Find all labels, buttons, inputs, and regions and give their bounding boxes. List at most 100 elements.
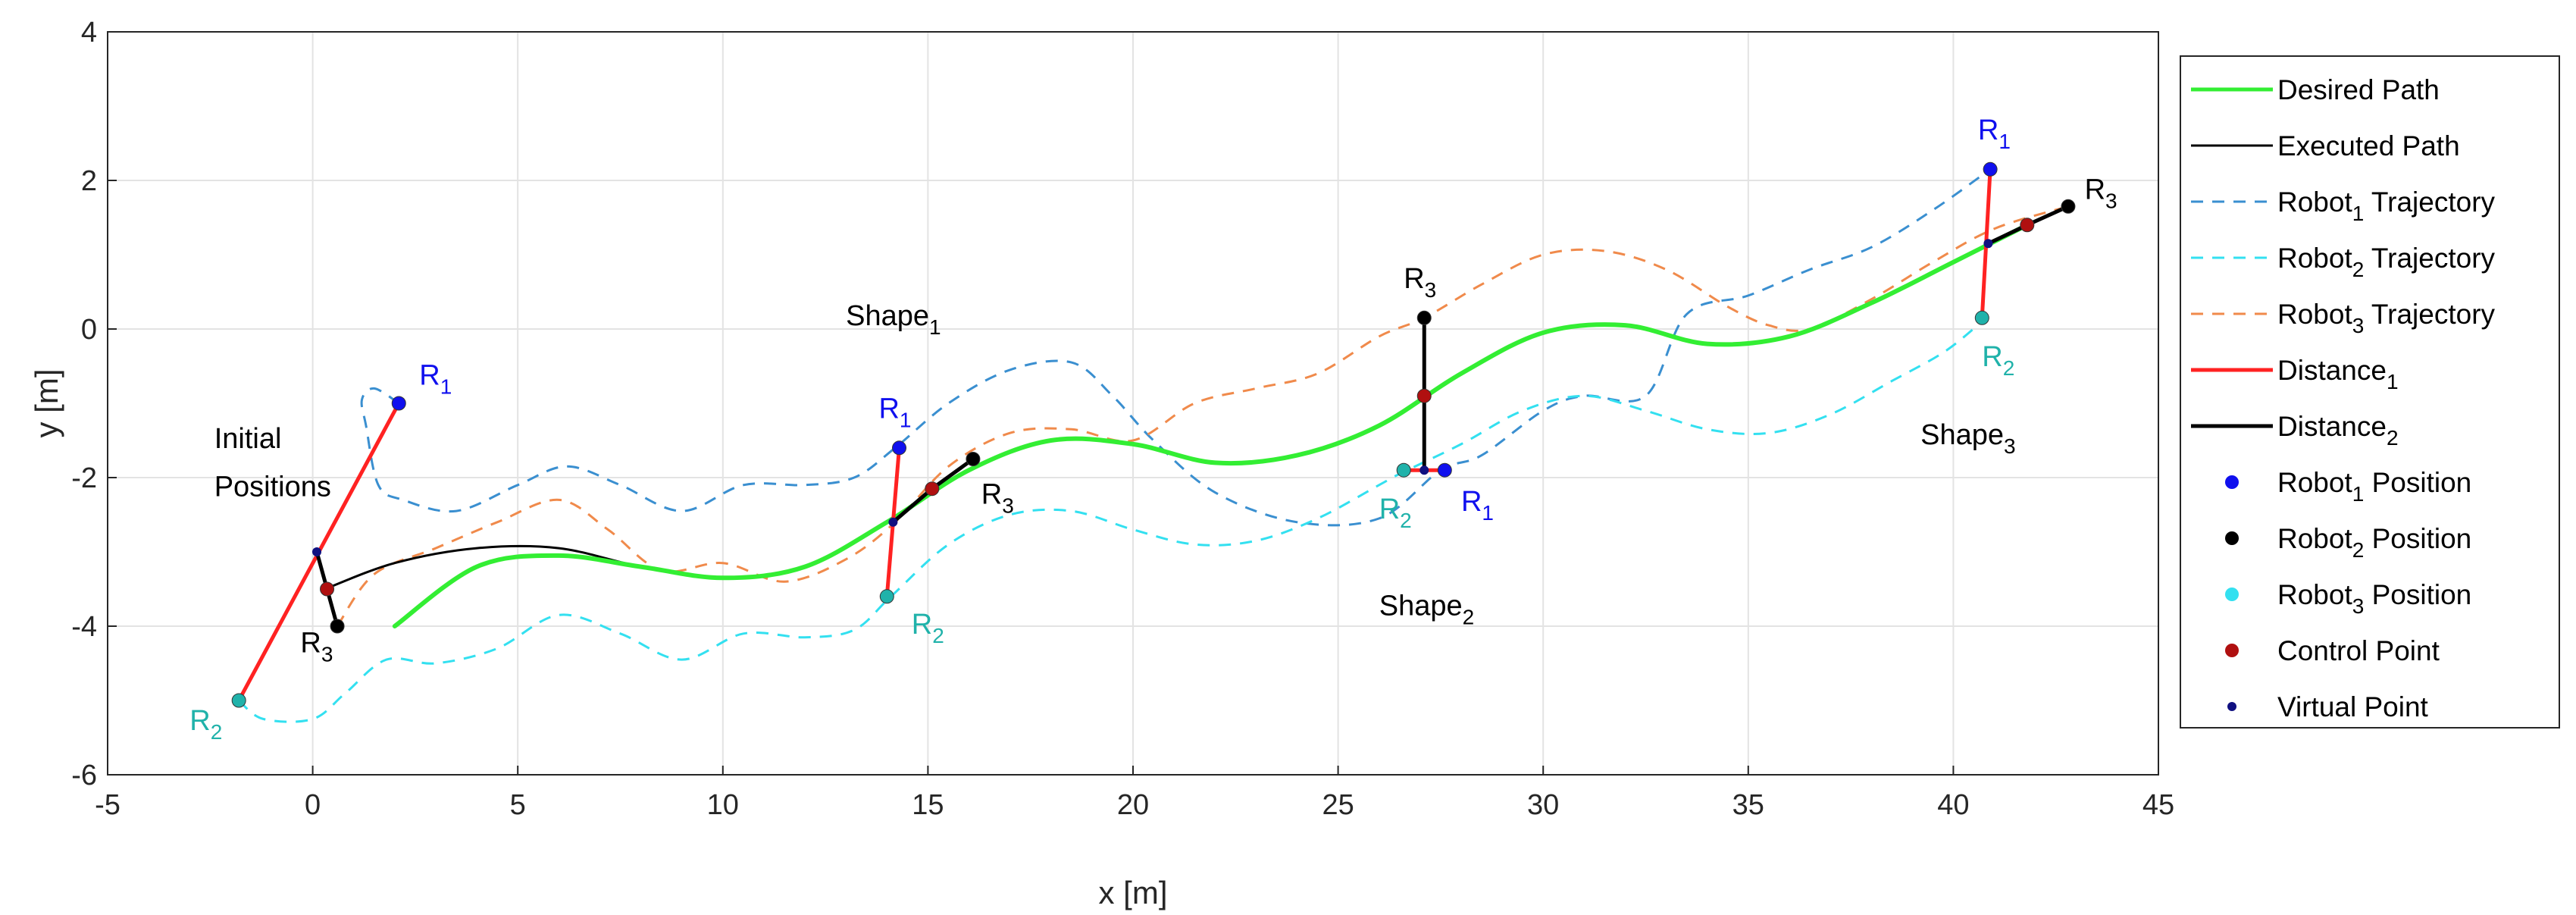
point-robot3-shape2: [1416, 310, 1432, 325]
y-axis-label: y [m]: [29, 369, 64, 438]
legend-entry: Robot3 Trajectory: [2277, 299, 2496, 337]
legend-entry-suffix: Trajectory: [2364, 243, 2495, 274]
annotation: Shape2: [1379, 590, 1474, 628]
x-tick-label: 10: [707, 789, 739, 821]
legend-entry-main: Virtual Point: [2277, 691, 2429, 722]
legend-entry: Robot2 Trajectory: [2277, 243, 2496, 281]
grid: [107, 31, 2159, 776]
points-layer: [231, 161, 2076, 708]
point-control-shape2: [1416, 388, 1432, 403]
legend-entry-suffix: Trajectory: [2364, 299, 2495, 330]
legend-entry-suffix: Trajectory: [2364, 186, 2495, 218]
x-axis-label: x [m]: [1099, 875, 1168, 910]
x-tick-label: -5: [95, 789, 121, 821]
legend-entry-main: Robot: [2277, 523, 2352, 554]
legend-box: [2180, 55, 2560, 729]
legend-entry-sub: 1: [2387, 370, 2399, 393]
y-tick-label: 0: [81, 314, 97, 346]
point-robot1-initial: [391, 396, 406, 411]
annotation-sub: 1: [929, 315, 941, 339]
x-tick-label: 15: [912, 789, 944, 821]
legend-entry-suffix: Position: [2364, 467, 2471, 498]
annotation-main: R: [1982, 341, 2002, 373]
annotation: Positions: [214, 472, 331, 503]
annotation-sub: 2: [211, 720, 223, 744]
annotation-main: Shape: [846, 300, 929, 332]
annotation-sub: 1: [1482, 501, 1494, 525]
point-control-shape1: [925, 481, 940, 497]
annotation-sub: 3: [1425, 278, 1437, 302]
annotation: Shape3: [1920, 419, 2015, 458]
point-robot1-shape2: [1437, 462, 1452, 478]
legend-swatch-dot: [2225, 475, 2239, 489]
annotation: R1: [878, 393, 911, 432]
annotation-sub: 1: [440, 375, 452, 399]
point-robot1-shape3: [1983, 161, 1998, 177]
point-robot2-initial: [231, 693, 246, 708]
series-robot1-trajectory: [360, 168, 1991, 527]
annotation-main: R: [1461, 486, 1482, 518]
annotation-main: R: [189, 705, 210, 737]
legend-entry: Robot2 Position: [2277, 523, 2471, 562]
annotation-sub: 1: [900, 409, 912, 432]
legend-entry-suffix: Position: [2364, 523, 2471, 554]
legend-entry-main: Robot: [2277, 467, 2352, 498]
legend-entry-sub: 1: [2352, 482, 2365, 506]
annotation: Shape1: [846, 300, 941, 339]
annotation: R3: [981, 478, 1014, 517]
legend-entry: Executed Path: [2277, 130, 2460, 161]
annotations-layer: InitialPositionsR1R2R3Shape1R1R2R3R3R2R1…: [189, 114, 2117, 744]
annotation: R1: [419, 360, 452, 399]
legend-entry-main: Executed Path: [2277, 130, 2460, 161]
y-tick-label: 4: [81, 17, 97, 49]
annotation-sub: 3: [2004, 434, 2016, 458]
legend-entry-main: Distance: [2277, 355, 2387, 386]
point-robot2-shape2: [1396, 462, 1411, 478]
legend-entry: Robot1 Trajectory: [2277, 186, 2496, 225]
annotation: R2: [189, 705, 222, 744]
point-robot2-shape3: [1974, 310, 1989, 325]
legend-entry-main: Desired Path: [2277, 74, 2440, 105]
legend-entry: Desired Path: [2277, 74, 2440, 105]
annotation-main: Initial: [214, 423, 282, 455]
annotation-main: R: [1379, 494, 1400, 525]
legend-entry-suffix: Position: [2364, 579, 2471, 610]
annotation: R2: [912, 609, 944, 647]
legend-swatch-dot: [2225, 588, 2239, 601]
x-tick-label: 45: [2142, 789, 2174, 821]
annotation: R1: [1978, 114, 2011, 153]
annotation: R1: [1461, 486, 1494, 525]
annotation-sub: 3: [2105, 190, 2117, 213]
legend-entry: Control Point: [2277, 635, 2440, 666]
annotation: R3: [2085, 174, 2117, 213]
legend-entry-main: Robot: [2277, 299, 2352, 330]
point-virtual-initial: [312, 547, 322, 556]
annotation: Initial: [214, 423, 282, 455]
y-tick-label: -6: [71, 760, 97, 791]
annotation-main: R: [878, 393, 899, 425]
annotation-main: Positions: [214, 472, 331, 503]
annotation-sub: 1: [1999, 130, 2011, 153]
annotation-main: R: [1404, 263, 1424, 295]
y-tick-label: -4: [71, 611, 97, 643]
annotation-main: R: [2085, 174, 2105, 206]
annotation-main: Shape: [1920, 419, 2004, 451]
point-virtual-shape3: [1983, 239, 1993, 249]
legend-entry: Virtual Point: [2277, 691, 2429, 722]
x-tick-label: 0: [305, 789, 321, 821]
point-robot2-shape1: [879, 589, 894, 604]
annotation-main: R: [981, 478, 1002, 510]
annotation-sub: 2: [1400, 509, 1412, 532]
legend-swatch-dot: [2225, 644, 2239, 657]
point-robot3-initial: [330, 619, 345, 634]
annotation-main: Shape: [1379, 590, 1463, 622]
point-robot1-shape1: [892, 440, 907, 456]
legend-entry-sub: 3: [2352, 594, 2365, 618]
legend-entry: Distance2: [2277, 411, 2399, 450]
x-tick-label: 40: [1937, 789, 1969, 821]
annotation: R2: [1982, 341, 2014, 380]
x-tick-label: 25: [1322, 789, 1354, 821]
point-virtual-shape2: [1419, 465, 1429, 475]
legend-entry-sub: 2: [2387, 426, 2399, 450]
